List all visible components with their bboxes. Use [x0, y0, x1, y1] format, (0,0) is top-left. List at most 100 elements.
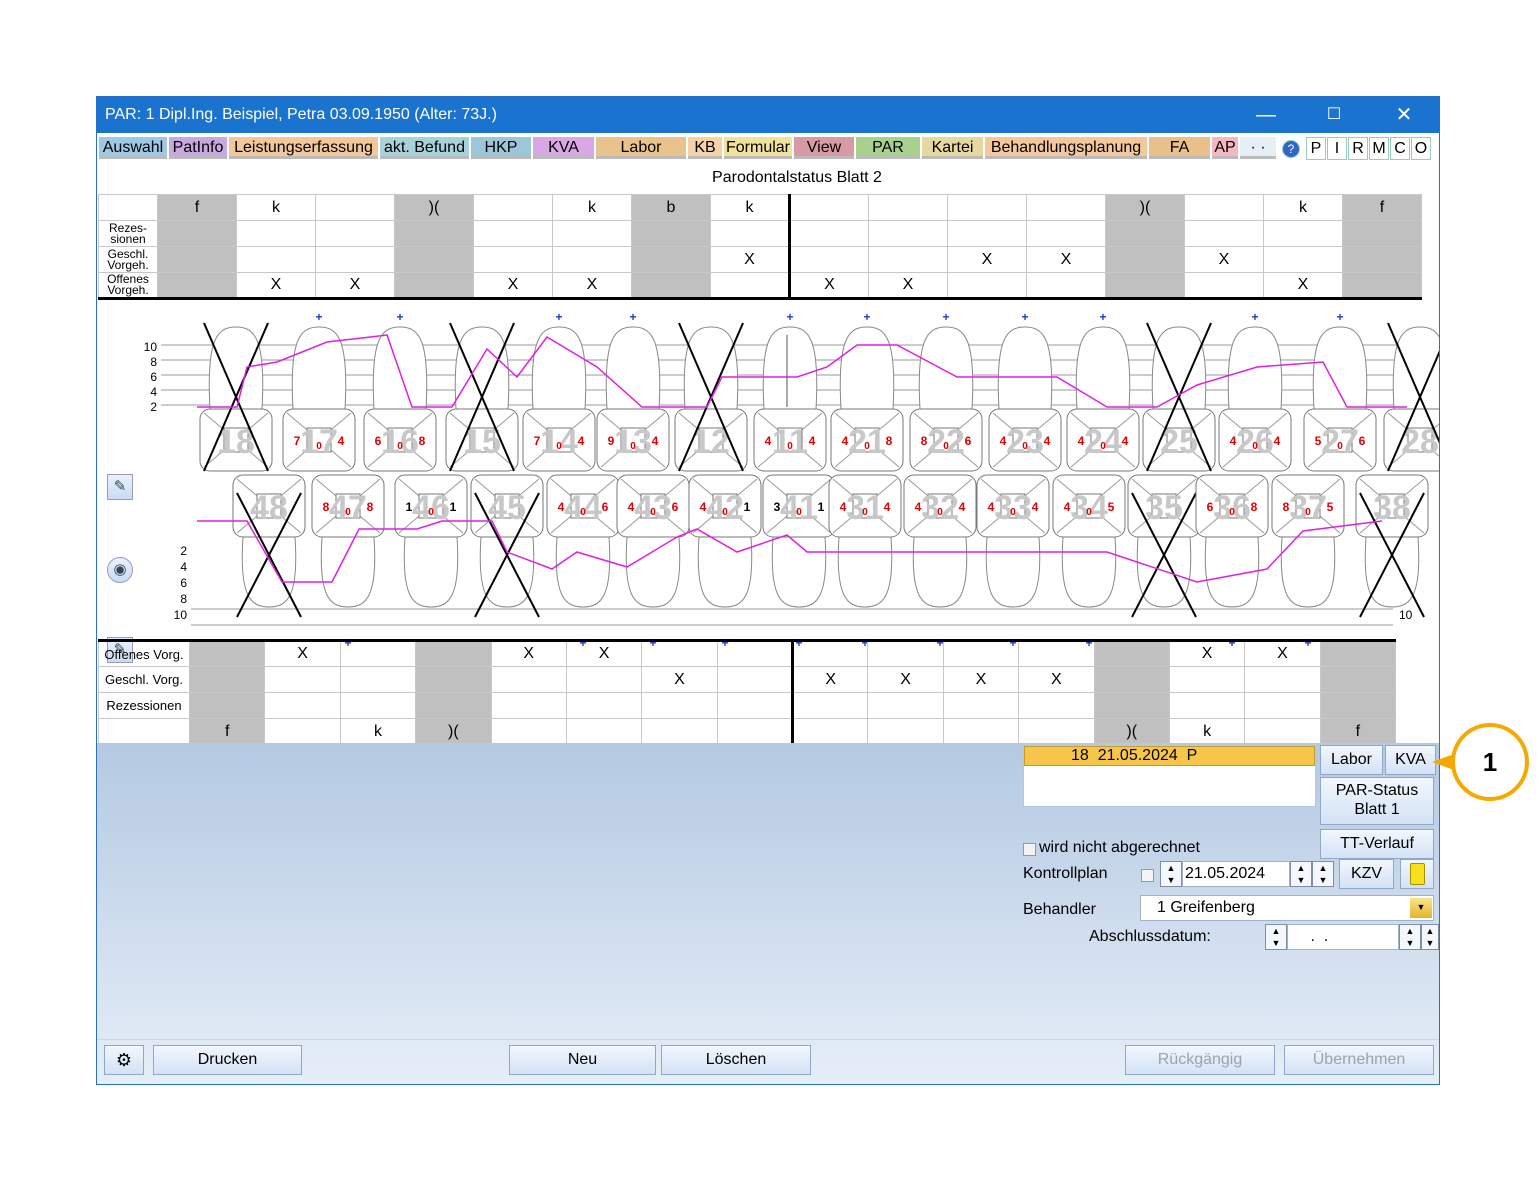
finding-cell[interactable] [473, 220, 553, 247]
finding-cell[interactable]: X [641, 666, 718, 693]
finding-cell[interactable] [565, 692, 643, 719]
finding-cell[interactable] [791, 640, 869, 667]
finding-cell[interactable] [867, 692, 944, 719]
tab-scroll-arrows[interactable]: · · [1240, 137, 1276, 159]
finding-cell[interactable] [415, 692, 492, 719]
marker-cell[interactable] [1244, 718, 1321, 745]
finding-cell[interactable] [1026, 220, 1106, 247]
marker-cell[interactable]: k [552, 194, 632, 221]
finding-cell[interactable]: X [236, 272, 316, 299]
globe-icon[interactable]: ◉ [107, 557, 133, 583]
finding-cell[interactable] [188, 692, 266, 719]
finding-cell[interactable] [264, 692, 341, 719]
marker-cell[interactable] [716, 718, 795, 745]
finding-cell[interactable] [188, 666, 266, 693]
finding-cell[interactable] [473, 246, 553, 273]
finding-cell[interactable]: X [315, 272, 395, 299]
finding-cell[interactable] [1319, 692, 1397, 719]
finding-cell[interactable] [1244, 692, 1321, 719]
marker-cell[interactable] [315, 194, 395, 221]
finding-cell[interactable] [867, 640, 944, 667]
marker-cell[interactable]: f [1342, 194, 1422, 221]
list-item[interactable]: 18 21.05.2024 P [1024, 746, 1315, 766]
finding-cell[interactable]: X [473, 272, 553, 299]
finding-cell[interactable] [1342, 220, 1422, 247]
finding-cell[interactable] [236, 220, 316, 247]
finding-cell[interactable] [188, 640, 266, 667]
finding-cell[interactable] [1026, 272, 1106, 299]
marker-cell[interactable] [942, 718, 1020, 745]
marker-cell[interactable] [791, 718, 869, 745]
marker-cell[interactable]: f [157, 194, 237, 221]
marker-cell[interactable] [868, 194, 948, 221]
marker-cell[interactable]: k [1263, 194, 1343, 221]
finding-cell[interactable] [394, 246, 474, 273]
marker-cell[interactable]: )( [1093, 718, 1170, 745]
marker-cell[interactable] [1026, 194, 1106, 221]
spin-up-down-icon[interactable]: ▲ ▼ [1399, 924, 1421, 950]
finding-cell[interactable] [236, 246, 316, 273]
finding-cell[interactable] [1342, 272, 1422, 299]
help-icon[interactable]: ? [1282, 140, 1300, 158]
tab-view[interactable]: View [794, 137, 854, 159]
tab-kb[interactable]: KB [688, 137, 722, 159]
finding-cell[interactable] [1168, 692, 1246, 719]
finding-cell[interactable] [1093, 666, 1170, 693]
finding-cell[interactable] [1263, 220, 1343, 247]
finding-cell[interactable]: X [867, 666, 944, 693]
dropdown-arrow-icon[interactable]: ▼ [1410, 898, 1432, 918]
finding-cell[interactable] [1319, 666, 1397, 693]
kzv-button[interactable]: KZV [1339, 859, 1394, 889]
quick-button-m[interactable]: M [1369, 137, 1389, 160]
tab-kartei[interactable]: Kartei [922, 137, 983, 159]
marker-cell[interactable]: f [188, 718, 266, 745]
finding-cell[interactable] [315, 246, 395, 273]
marker-cell[interactable]: )( [1105, 194, 1185, 221]
marker-cell[interactable]: )( [394, 194, 474, 221]
marker-cell[interactable]: f [1319, 718, 1397, 745]
marker-cell[interactable]: k [236, 194, 316, 221]
behandler-select[interactable]: 1 Greifenberg [1140, 895, 1434, 921]
finding-cell[interactable]: X [789, 272, 869, 299]
tab-labor[interactable]: Labor [596, 137, 686, 159]
finding-cell[interactable] [641, 640, 718, 667]
marker-cell[interactable] [867, 718, 944, 745]
finding-cell[interactable]: X [1026, 246, 1106, 273]
finding-cell[interactable] [339, 692, 417, 719]
tab-par[interactable]: PAR [856, 137, 920, 159]
marker-cell[interactable]: k [339, 718, 417, 745]
finding-cell[interactable]: X [490, 640, 567, 667]
finding-cell[interactable] [490, 666, 567, 693]
tab-akt-befund[interactable]: akt. Befund [380, 137, 469, 159]
finding-cell[interactable] [710, 272, 791, 299]
quick-button-c[interactable]: C [1390, 137, 1410, 160]
marker-cell[interactable] [641, 718, 718, 745]
drucken-button[interactable]: Drucken [153, 1045, 302, 1075]
marker-cell[interactable] [490, 718, 567, 745]
finding-cell[interactable] [1168, 666, 1246, 693]
marker-cell[interactable] [1018, 718, 1095, 745]
spin-up-down-icon[interactable]: ▲ ▼ [1265, 924, 1287, 950]
finding-cell[interactable] [157, 246, 237, 273]
tab-leistungserfassung[interactable]: Leistungserfassung [229, 137, 378, 159]
spin-up-down-icon[interactable]: ▲ ▼ [1290, 861, 1312, 887]
quick-button-p[interactable]: P [1306, 137, 1326, 160]
spin-up-down-icon[interactable]: ▲ ▼ [1421, 924, 1439, 950]
finding-cell[interactable] [791, 692, 869, 719]
finding-cell[interactable] [1263, 246, 1343, 273]
tab-kva[interactable]: KVA [533, 137, 594, 159]
neu-button[interactable]: Neu [509, 1045, 656, 1075]
finding-cell[interactable] [716, 666, 795, 693]
finding-cell[interactable] [157, 272, 237, 299]
finding-cell[interactable] [789, 220, 869, 247]
finding-cell[interactable] [315, 220, 395, 247]
close-button[interactable]: ✕ [1395, 104, 1413, 126]
finding-cell[interactable]: X [947, 246, 1027, 273]
finding-cell[interactable] [1342, 246, 1422, 273]
finding-cell[interactable] [1093, 640, 1170, 667]
quick-button-o[interactable]: O [1411, 137, 1431, 160]
spin-up-down-icon[interactable]: ▲ ▼ [1312, 861, 1334, 887]
finding-cell[interactable] [716, 692, 795, 719]
finding-cell[interactable] [942, 640, 1020, 667]
finding-cell[interactable] [339, 666, 417, 693]
